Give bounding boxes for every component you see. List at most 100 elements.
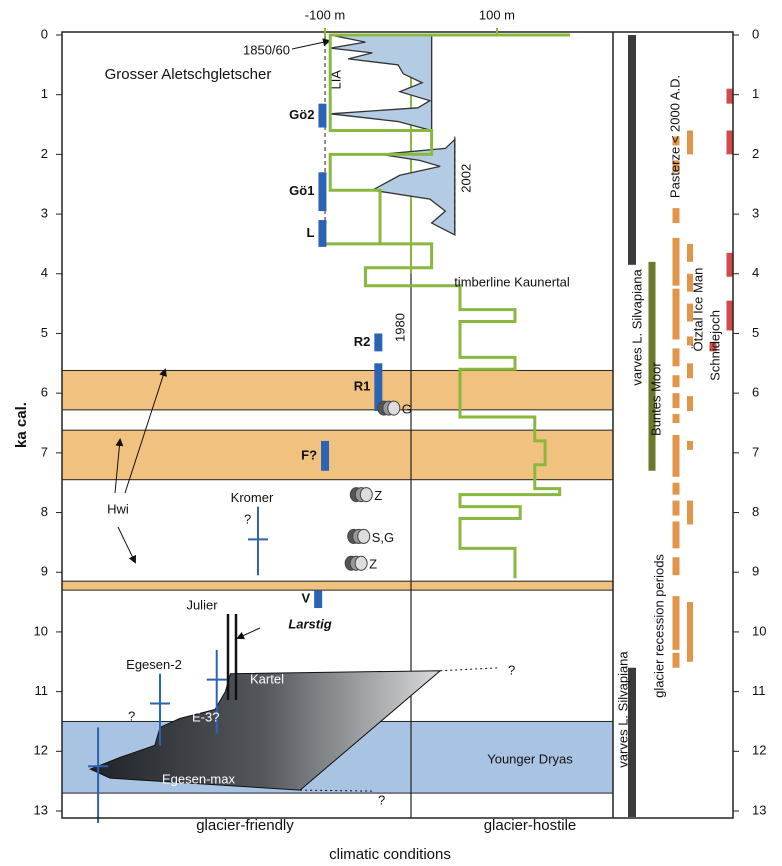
- record-bar: [673, 375, 680, 387]
- record-label: glacier recession periods: [651, 554, 666, 698]
- y-tick-label: 7: [752, 444, 759, 459]
- y-tick-label: 12: [752, 743, 766, 758]
- dotted: [440, 668, 500, 671]
- moraine-icon: [355, 556, 367, 570]
- record-bar: [673, 414, 680, 423]
- record-label: varves L. Silvapiana: [629, 269, 644, 386]
- x-left-label: glacier-friendly: [196, 817, 294, 834]
- y-axis-label: ka cal.: [13, 402, 30, 448]
- advance-bar: [321, 441, 329, 471]
- y-tick-label: 10: [752, 623, 766, 638]
- y-tick-label: 10: [34, 623, 48, 638]
- y-tick-label: 0: [41, 26, 48, 41]
- record-bar: [673, 348, 680, 366]
- arrow: [238, 628, 260, 638]
- label-2002: 2002: [458, 164, 473, 193]
- advance-label: R1: [354, 379, 371, 394]
- record-bar: [687, 501, 693, 525]
- x-axis-label: climatic conditions: [329, 846, 451, 863]
- record-bar: [673, 393, 680, 408]
- band: [62, 581, 613, 590]
- x-right-label: glacier-hostile: [484, 817, 577, 834]
- record-bar: [673, 238, 680, 286]
- band: [62, 430, 613, 480]
- y-tick-label: 5: [41, 325, 48, 340]
- advance-bar: [318, 220, 326, 247]
- advance-bar: [374, 333, 382, 351]
- record-bar: [687, 441, 693, 450]
- record-bar: [628, 35, 636, 265]
- record-label: Ötztal Ice Man: [690, 268, 705, 352]
- arrow-1850: [292, 41, 329, 49]
- y-tick-label: 7: [41, 444, 48, 459]
- record-bar: [687, 363, 693, 378]
- record-label: Buntes Moor: [648, 362, 663, 436]
- y-tick-label: 9: [752, 564, 759, 579]
- record-bar: [687, 602, 693, 662]
- y-tick-label: 12: [34, 743, 48, 758]
- y-tick-label: 4: [752, 265, 759, 280]
- moraine: [350, 488, 372, 502]
- label-1850: 1850/60: [243, 42, 290, 57]
- record-bar: [673, 483, 680, 495]
- y-tick-label: 8: [41, 504, 48, 519]
- y-tick-label: 6: [41, 385, 48, 400]
- moraine-icon: [388, 401, 400, 415]
- advance-bar: [314, 590, 322, 608]
- timberline-label: timberline Kaunertal: [454, 274, 570, 289]
- cross-label: Egesen-2: [126, 657, 182, 672]
- record-bar: [673, 435, 680, 477]
- moraine-label: G: [402, 402, 412, 417]
- y-tick-label: 5: [752, 325, 759, 340]
- aletsch-label: Grosser Aletschgletscher: [105, 66, 272, 83]
- record-bar: [673, 501, 680, 516]
- advance-label: L: [307, 225, 315, 240]
- record-bar: [673, 521, 680, 548]
- kartel-label: Kartel: [250, 671, 284, 686]
- record-bar: [673, 557, 680, 575]
- question-label: ?: [508, 662, 515, 677]
- y-tick-label: 11: [752, 683, 766, 698]
- y-tick-label: 1: [41, 86, 48, 101]
- advance-bar: [318, 104, 326, 128]
- moraine-label: Z: [374, 488, 382, 503]
- moraine: [378, 401, 400, 415]
- y-tick-label: 3: [752, 206, 759, 221]
- reference-label: 1980: [392, 313, 407, 342]
- record-bar: [673, 208, 680, 223]
- record-label: Pasterze < 2000 A.D.: [667, 75, 682, 198]
- x-tick-label: 100 m: [479, 7, 515, 22]
- record-label: varves L. Silvapiana: [615, 651, 630, 768]
- younger-dryas-label: Younger Dryas: [487, 751, 573, 766]
- advance-bar: [318, 172, 326, 211]
- band: [62, 370, 613, 409]
- question-label: ?: [378, 792, 385, 807]
- moraine-label: Z: [369, 557, 377, 572]
- y-tick-label: 6: [752, 385, 759, 400]
- larstig-label: Larstig: [288, 616, 331, 631]
- record-bar: [673, 653, 680, 668]
- record-bar: [673, 596, 680, 650]
- question-label: ?: [244, 511, 251, 526]
- y-tick-label: 9: [41, 564, 48, 579]
- y-tick-label: 1: [752, 86, 759, 101]
- y-tick-label: 2: [752, 146, 759, 161]
- y-tick-label: 2: [41, 146, 48, 161]
- y-tick-label: 4: [41, 265, 48, 280]
- hwi-label: Hwi: [107, 501, 129, 516]
- y-tick-label: 8: [752, 504, 759, 519]
- y-tick-label: 0: [752, 26, 759, 41]
- question-label: ?: [128, 708, 135, 723]
- x-tick-label: -100 m: [305, 7, 345, 22]
- moraine: [345, 556, 367, 570]
- e3-label: E-3?: [192, 709, 219, 724]
- moraine-icon: [360, 488, 372, 502]
- advance-label: Gö1: [289, 183, 314, 198]
- record-bar: [687, 396, 693, 411]
- plot: 1980LIA20021850/60Gö2Gö1LR2R1F?VGZS,GZKr…: [88, 35, 733, 823]
- y-tick-label: 11: [35, 683, 49, 698]
- record-bar: [687, 244, 693, 262]
- egesen-max-label: Egesen-max: [162, 771, 235, 786]
- aletsch-area: [330, 35, 431, 131]
- advance-label: Gö2: [289, 107, 314, 122]
